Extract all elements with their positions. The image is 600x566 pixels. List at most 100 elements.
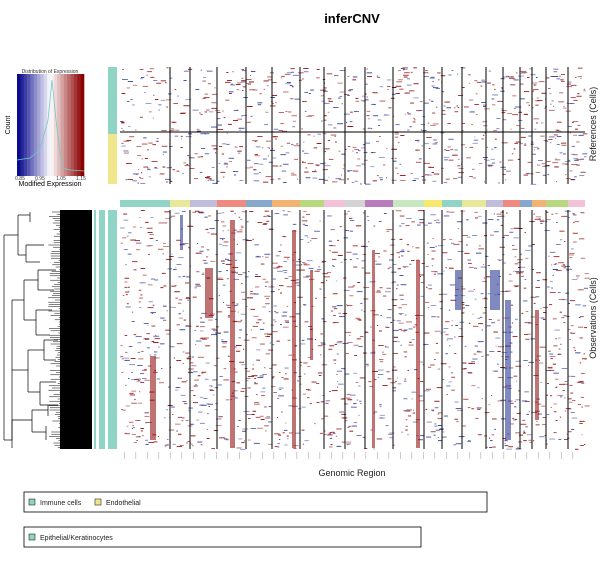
heatmap-cell [180,147,183,148]
heatmap-cell [176,360,182,361]
heatmap-cell [181,173,184,174]
heatmap-cell [548,136,555,138]
heatmap-cell [373,411,378,413]
heatmap-cell [181,138,183,140]
heatmap-cell [346,443,351,445]
heatmap-cell [127,81,134,82]
heatmap-cell [370,152,374,153]
heatmap-cell [389,432,395,434]
heatmap-cell [147,232,153,233]
heatmap-cell [200,69,202,71]
heatmap-cell [542,417,546,418]
heatmap-cell [161,145,168,147]
heatmap-cell [549,292,556,293]
heatmap-cell [451,325,453,326]
heatmap-cell [424,390,430,392]
heatmap-cell [257,359,260,361]
heatmap-cell [422,130,427,131]
heatmap-cell [250,428,257,429]
heatmap-cell [202,260,207,261]
heatmap-cell [553,76,559,77]
chromosome-segment [462,200,486,207]
heatmap-cell [266,298,269,300]
heatmap-cell [316,143,322,144]
heatmap-cell [423,343,426,345]
heatmap-cell [169,346,175,348]
heatmap-cell [480,85,483,87]
heatmap-cell [228,91,234,93]
heatmap-cell [272,344,275,346]
heatmap-cell [362,436,366,438]
heatmap-cell [160,80,167,82]
heatmap-cell [132,104,135,106]
heatmap-cell [403,331,405,333]
heatmap-cell [228,123,232,125]
heatmap-cell [206,249,210,251]
heatmap-cell [190,423,194,425]
heatmap-cell [567,81,572,83]
heatmap-cell [250,293,256,295]
heatmap-cell [283,378,289,380]
heatmap-cell [273,392,277,393]
heatmap-cell [201,246,205,248]
heatmap-cell [439,301,443,303]
heatmap-cell [461,144,466,146]
heatmap-cell [247,159,251,161]
heatmap-cell [558,353,562,355]
heatmap-cell [280,145,284,147]
heatmap-cell [442,331,446,333]
heatmap-cell [483,159,486,160]
heatmap-cell [402,67,408,69]
heatmap-cell [121,372,124,373]
heatmap-cell [558,383,565,385]
heatmap-cell [158,248,164,250]
heatmap-cell [491,148,494,150]
heatmap-cell [233,110,238,111]
heatmap-cell [254,276,261,277]
heatmap-cell [215,425,222,427]
heatmap-cell [257,102,263,104]
heatmap-cell [201,371,207,373]
heatmap-cell [472,235,478,236]
heatmap-cell [302,393,307,395]
heatmap-cell [307,134,311,136]
x-axis-label: Genomic Region [318,468,385,478]
heatmap-cell [185,136,192,138]
heatmap-cell [262,147,264,149]
heatmap-cell [187,441,191,442]
heatmap-cell [578,134,584,136]
heatmap-cell [232,267,239,268]
observation-chromosome-boundaries [169,210,569,449]
heatmap-cell [488,404,491,406]
heatmap-cell [294,98,301,100]
heatmap-cell [349,220,355,221]
genomic-tick [354,452,355,459]
heatmap-cell [492,446,496,448]
heatmap-cell [172,169,176,171]
heatmap-cell [498,377,504,378]
heatmap-cell [349,259,352,261]
heatmap-cell [223,117,226,119]
heatmap-cell [216,118,221,120]
heatmap-cell [274,446,278,447]
heatmap-cell [506,170,511,172]
heatmap-cell [501,88,503,90]
heatmap-cell [393,305,397,306]
heatmap-cell [407,415,412,417]
heatmap-cell [175,129,180,131]
heatmap-cell [127,286,130,288]
heatmap-cell [269,367,273,369]
heatmap-cell [491,162,496,164]
heatmap-cell [169,130,175,131]
heatmap-cell [366,110,371,112]
heatmap-cell [274,213,280,214]
heatmap-cell [393,353,398,354]
heatmap-cell [307,389,312,391]
heatmap-cell [240,115,243,117]
heatmap-cell [376,438,383,440]
heatmap-cell [176,170,180,172]
heatmap-cell [241,364,245,366]
heatmap-cell [573,241,577,243]
heatmap-cell [259,93,262,95]
heatmap-cell [122,295,125,296]
